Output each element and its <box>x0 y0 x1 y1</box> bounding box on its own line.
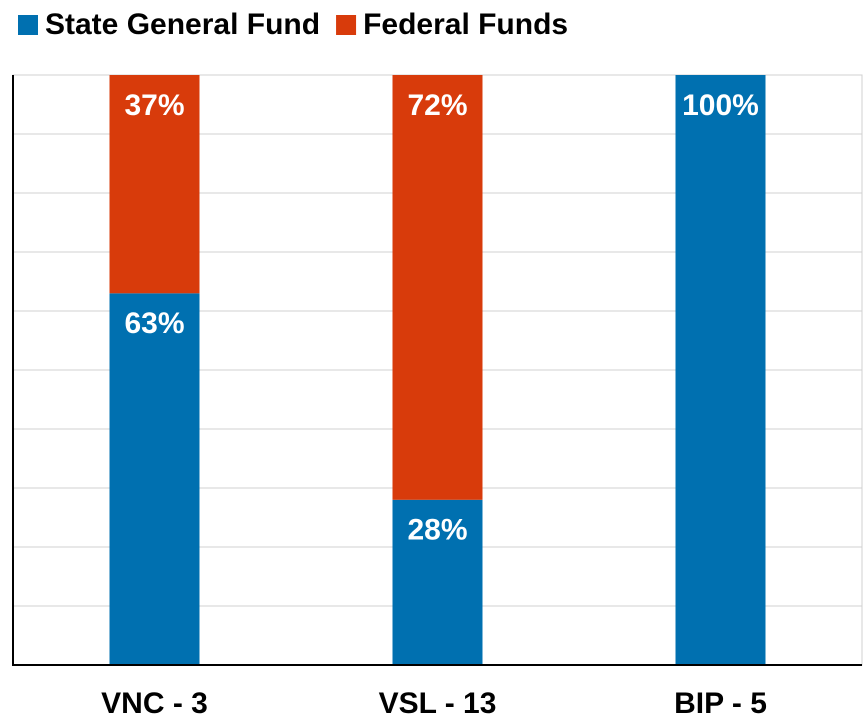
x-tick-label: VSL - 13 <box>379 687 497 720</box>
legend-label: State General Fund <box>45 8 320 41</box>
data-label: 72% <box>407 89 467 122</box>
data-label: 63% <box>124 307 184 340</box>
data-label: 100% <box>682 89 759 122</box>
bar-segment <box>109 293 200 665</box>
legend-label: Federal Funds <box>363 8 568 41</box>
bar-segment <box>675 75 766 665</box>
x-tick-label: VNC - 3 <box>101 687 208 720</box>
bar-segment <box>109 75 200 294</box>
bar-segment <box>392 75 483 500</box>
data-label: 28% <box>407 514 467 547</box>
legend-swatch <box>18 15 38 35</box>
x-tick-label: BIP - 5 <box>674 687 767 720</box>
bar-segment <box>392 499 483 665</box>
legend-swatch <box>336 15 357 35</box>
data-label: 37% <box>124 89 184 122</box>
